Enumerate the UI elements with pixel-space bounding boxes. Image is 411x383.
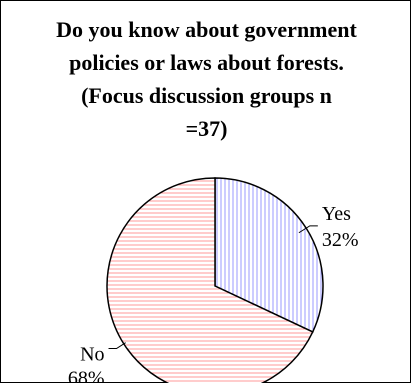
slice-label-no: No bbox=[80, 343, 104, 365]
slice-label-yes: Yes bbox=[322, 203, 351, 225]
leader-line-yes bbox=[298, 225, 318, 234]
chart-title-line-4: =37) bbox=[185, 116, 228, 141]
leader-line-no bbox=[108, 342, 126, 349]
slice-value-yes: 32% bbox=[322, 229, 359, 251]
chart-title-line-1: Do you know about government bbox=[56, 17, 357, 42]
chart-title-line-2: policies or laws about forests. bbox=[69, 50, 344, 75]
pie-slices bbox=[106, 177, 324, 383]
leader-lines bbox=[108, 225, 318, 349]
chart-title-line-3: (Focus discussion groups n bbox=[81, 83, 332, 108]
slice-value-no: 68% bbox=[68, 367, 105, 383]
slice-labels: Yes 32% No 68% bbox=[68, 203, 359, 383]
chart-title: Do you know about government policies or… bbox=[21, 13, 392, 145]
